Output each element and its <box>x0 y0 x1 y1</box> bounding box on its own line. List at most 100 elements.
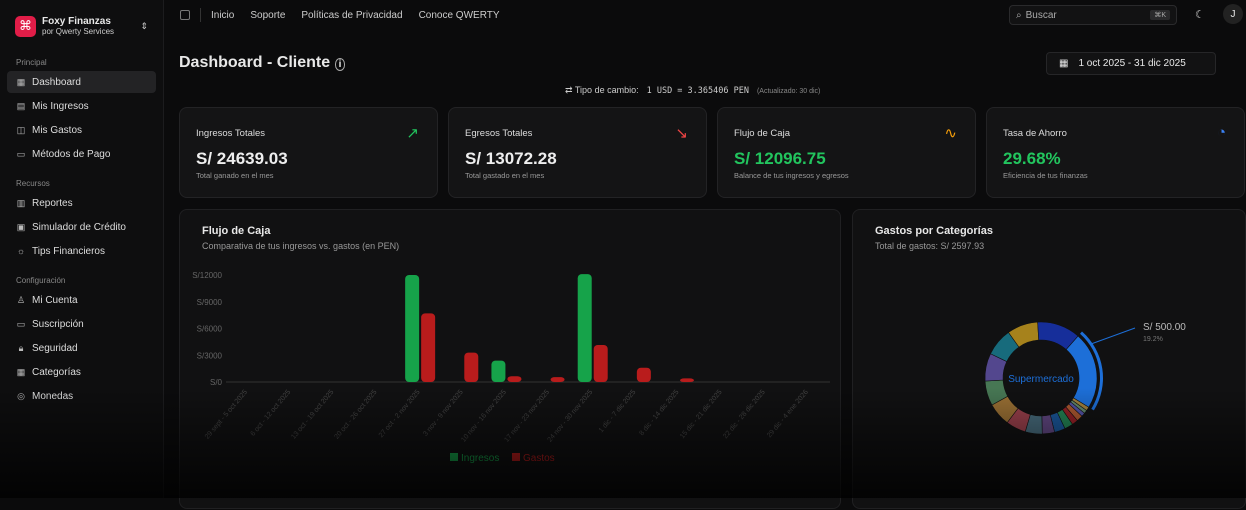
bar-chart: S/0 S/3000 S/6000 S/9000 S/12000 29 sept - 5 … <box>192 271 830 464</box>
card-title: Ingresos Totales <box>196 128 266 139</box>
bar-ingresos <box>577 274 592 382</box>
date-range-picker[interactable]: ▦ 1 oct 2025 - 31 dic 2025 <box>1046 52 1216 75</box>
x-tick-label: 22 dic - 28 dic 2025 <box>722 389 767 440</box>
exchange-rate: ⇄ Tipo de cambio: 1 USD = 3.365406 PEN (Ac… <box>565 85 821 96</box>
card-value: S/ 24639.03 <box>196 149 288 168</box>
bar-gastos <box>464 352 479 382</box>
sidebar-item-label: Seguridad <box>32 342 78 354</box>
bar-ingresos <box>405 275 420 382</box>
sidebar-item[interactable]: ▭ Suscripción <box>7 313 156 335</box>
bar-gastos <box>507 376 522 382</box>
chart-subtitle: Comparativa de tus ingresos vs. gastos (… <box>202 241 400 251</box>
y-tick-label: S/6000 <box>197 325 223 334</box>
theme-toggle-moon-icon[interactable]: ☾ <box>1195 9 1205 21</box>
chart-subtitle: Total de gastos: S/ 2597.93 <box>875 241 985 251</box>
lock-icon: 🔒︎ <box>18 342 24 353</box>
sidebar-item[interactable]: ☼ Tips Financieros <box>7 240 156 262</box>
card-title: Flujo de Caja <box>734 128 790 139</box>
x-tick-label: 8 dic - 14 dic 2025 <box>638 389 680 437</box>
top-nav: Inicio Soporte Políticas de Privacidad C… <box>172 0 1246 30</box>
calendar-icon: ▦ <box>1059 58 1069 69</box>
x-tick-label: 6 oct - 12 oct 2025 <box>250 389 293 438</box>
card-subtitle: Balance de tus ingresos y egresos <box>734 171 849 180</box>
x-tick-label: 13 oct - 19 oct 2025 <box>290 389 335 441</box>
card-subtitle: Total ganado en el mes <box>196 171 274 180</box>
sidebar-item[interactable]: ▦ Dashboard <box>7 71 156 93</box>
shortcut-badge: ⌘K <box>1150 10 1170 20</box>
section-label: Principal <box>16 58 47 67</box>
receipt-icon: ◫ <box>16 124 26 135</box>
sidebar-item[interactable]: ▦ Categorías <box>7 361 156 383</box>
x-tick-label: 27 oct - 2 nov 2025 <box>378 389 422 439</box>
card-subtitle: Total gastado en el mes <box>465 171 545 180</box>
nav-link-inicio[interactable]: Inicio <box>211 9 235 21</box>
section-label: Recursos <box>16 179 50 188</box>
nav-link-qwerty[interactable]: Conoce QWERTY <box>418 9 500 21</box>
legend-swatch <box>450 453 458 461</box>
sidebar-item[interactable]: ▤ Mis Ingresos <box>7 95 156 117</box>
x-tick-label: 1 dic - 7 dic 2025 <box>598 389 638 434</box>
sidebar-item-label: Categorías <box>32 366 81 378</box>
sidebar-item[interactable]: ▣ Simulador de Crédito <box>7 216 156 238</box>
info-icon[interactable]: i <box>334 58 346 71</box>
y-tick-label: S/12000 <box>192 271 222 280</box>
sidebar-item[interactable]: ◫ Mis Gastos <box>7 119 156 141</box>
sidebar-item[interactable]: 🔒︎ Seguridad <box>7 337 156 359</box>
y-tick-label: S/3000 <box>197 351 223 360</box>
card-subtitle: Eficiencia de tus finanzas <box>1003 171 1088 180</box>
sidebar-item-label: Monedas <box>32 390 74 402</box>
donut-slice <box>1037 321 1079 350</box>
chart-title: Flujo de Caja <box>202 225 271 237</box>
card-icon: ▭ <box>16 148 26 159</box>
sidebar-toggle-icon[interactable] <box>180 10 190 20</box>
user-icon: ♙ <box>16 294 26 305</box>
legend-label: Ingresos <box>461 453 499 464</box>
x-tick-label: 29 dic - 4 ene 2026 <box>766 389 810 439</box>
categories-panel: Gastos por Categorías Total de gastos: S… <box>852 209 1246 509</box>
donut-chart: Supermercado S/ 500.00 19.2% <box>984 321 1186 435</box>
sidebar: ⌘ Foxy Finanzas por Qwerty Services ⇕ Pri… <box>0 0 164 498</box>
stat-card: Flujo de Caja S/ 12096.75 Balance de tus i… <box>717 107 976 198</box>
y-tick-label: S/9000 <box>197 298 223 307</box>
sidebar-item-label: Dashboard <box>32 76 81 88</box>
sidebar-item-label: Simulador de Crédito <box>32 221 126 233</box>
lightbulb-icon: ☼ <box>16 246 26 256</box>
search-input[interactable]: ⌕ Buscar ⌘K <box>1009 5 1177 25</box>
nav-link-soporte[interactable]: Soporte <box>250 9 286 21</box>
sidebar-item[interactable]: ▭ Métodos de Pago <box>7 143 156 165</box>
bar-chart-icon: ▥ <box>16 197 26 208</box>
x-tick-label: 15 dic - 21 dic 2025 <box>679 389 724 440</box>
sidebar-item-label: Métodos de Pago <box>32 148 111 160</box>
sidebar-item-label: Reportes <box>32 197 73 209</box>
pie-chart-icon: ◔ <box>1216 124 1226 141</box>
nav-link-privacidad[interactable]: Políticas de Privacidad <box>301 9 403 21</box>
command-icon: ⌘ <box>15 15 36 37</box>
sidebar-item-label: Mis Ingresos <box>32 100 89 112</box>
card-value: 29.68% <box>1003 149 1061 168</box>
sidebar-item-label: Suscripción <box>32 318 84 330</box>
grid-icon: ▦ <box>16 76 26 87</box>
card-value: S/ 13072.28 <box>465 149 557 168</box>
coin-icon: ◎ <box>17 390 25 401</box>
trending-up-icon: ↗ <box>406 125 419 142</box>
section-label: Configuración <box>16 276 66 285</box>
team-switcher[interactable]: ⌘ Foxy Finanzas por Qwerty Services ⇕ <box>7 8 156 44</box>
chart-title: Gastos por Categorías <box>875 225 993 237</box>
sidebar-item-label: Tips Financieros <box>32 245 105 257</box>
sidebar-item[interactable]: ▥ Reportes <box>7 192 156 214</box>
brand-title: Foxy Finanzas <box>42 16 111 27</box>
page-title: Dashboard - Cliente i <box>179 54 346 72</box>
search-icon: ⌕ <box>1016 9 1022 21</box>
sidebar-item[interactable]: ♙ Mi Cuenta <box>7 289 156 311</box>
activity-icon: ∿ <box>944 125 957 142</box>
sidebar-item-label: Mi Cuenta <box>32 294 78 306</box>
bar-gastos <box>636 367 651 382</box>
avatar[interactable]: J <box>1223 4 1243 24</box>
bar-gastos <box>550 377 565 382</box>
brand-subtitle: por Qwerty Services <box>42 27 115 36</box>
search-placeholder: Buscar <box>1025 9 1057 21</box>
x-tick-label: 24 nov - 30 nov 2025 <box>547 389 595 444</box>
x-tick-label: 20 oct - 26 oct 2025 <box>333 389 378 441</box>
slice-value-label: S/ 500.00 <box>1143 322 1186 333</box>
sidebar-item[interactable]: ◎ Monedas <box>7 385 156 407</box>
